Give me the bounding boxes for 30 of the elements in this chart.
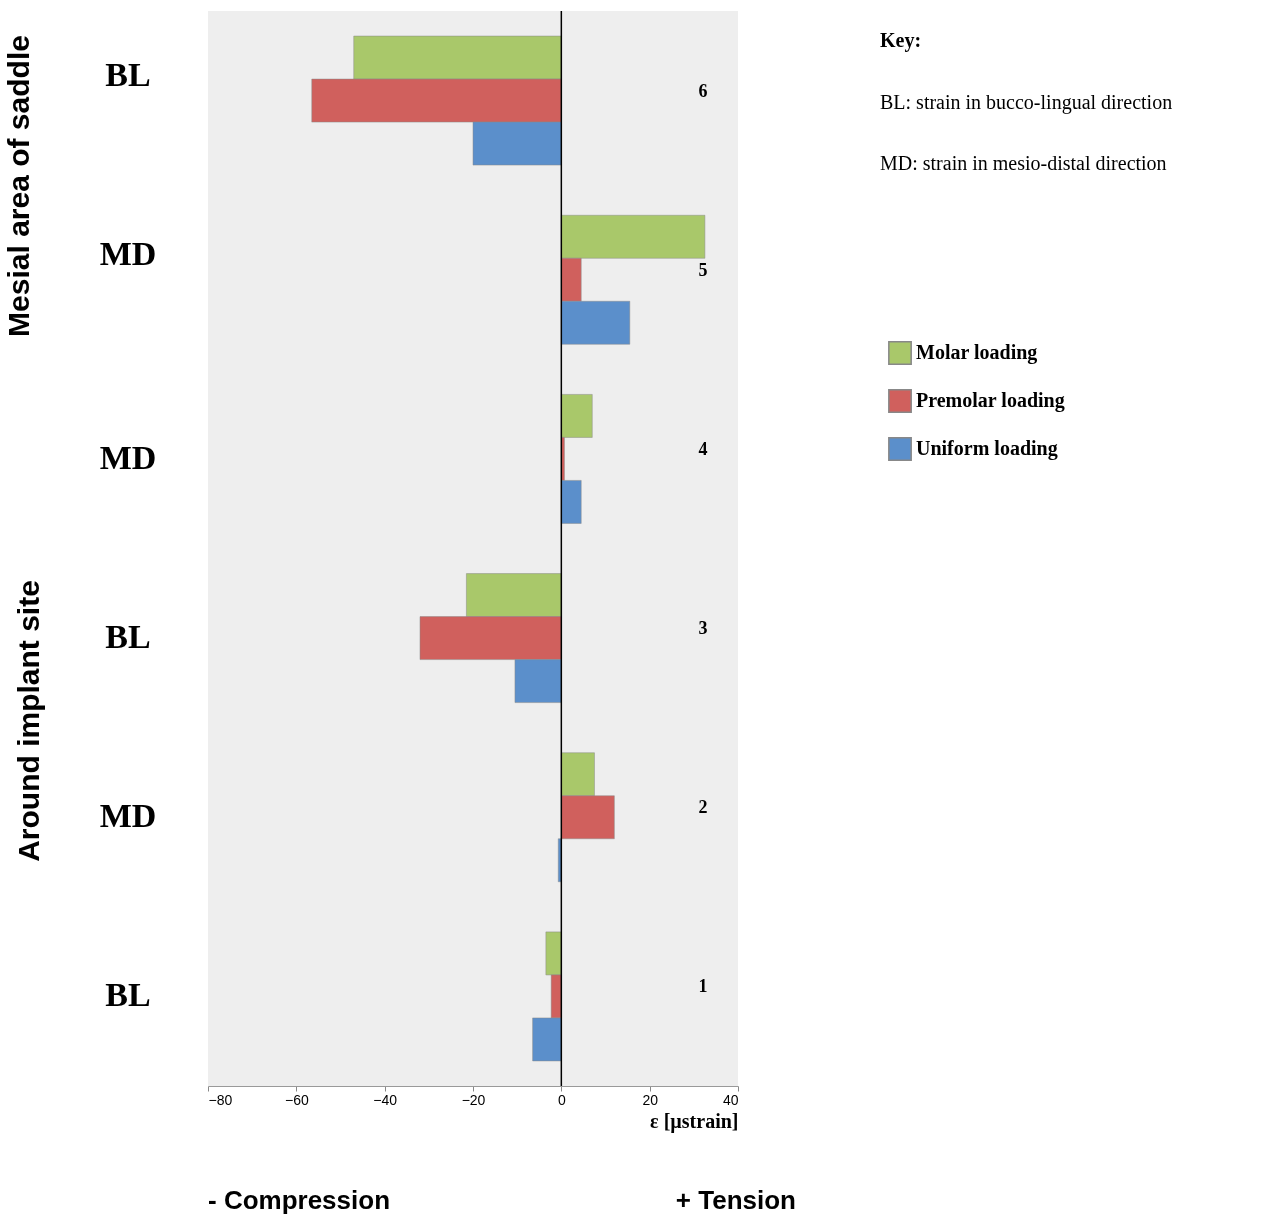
text: Around implant site [12, 580, 45, 862]
text: Key: [880, 29, 922, 52]
text: MD [99, 797, 157, 835]
y-tick-label: 2 [698, 797, 708, 818]
text: Mesial area of saddle [2, 35, 35, 337]
y-tick-label: 4 [698, 438, 708, 459]
x-tick-label: −60 [284, 1091, 309, 1108]
text: BL: strain in bucco-lingual direction [880, 91, 1173, 114]
legend-label: Uniform loading [916, 437, 1058, 460]
x-axis-title: ε [µstrain] [650, 1109, 739, 1133]
text: BL [105, 618, 151, 656]
text: MD [99, 438, 157, 476]
text: - Compression [208, 1185, 391, 1215]
legend-label: Premolar loading [916, 389, 1065, 412]
legend-label: Molar loading [916, 341, 1038, 364]
y-tick-label: 1 [698, 976, 708, 997]
text: MD [99, 234, 157, 272]
x-tick-label: −40 [373, 1091, 398, 1108]
y-tick-label: 6 [698, 80, 708, 101]
text: MD: strain in mesio-distal direction [880, 152, 1167, 174]
y-tick-label: 3 [698, 618, 708, 639]
text: BL [105, 976, 151, 1014]
y-tick-label: 5 [698, 259, 708, 280]
x-tick-label: 0 [557, 1091, 566, 1108]
text: BL [105, 55, 151, 93]
x-tick-label: 40 [722, 1091, 739, 1108]
x-tick-label: −20 [461, 1091, 486, 1108]
x-tick-label: −80 [208, 1091, 233, 1108]
text: + Tension [675, 1185, 796, 1215]
x-tick-label: 20 [642, 1091, 659, 1108]
